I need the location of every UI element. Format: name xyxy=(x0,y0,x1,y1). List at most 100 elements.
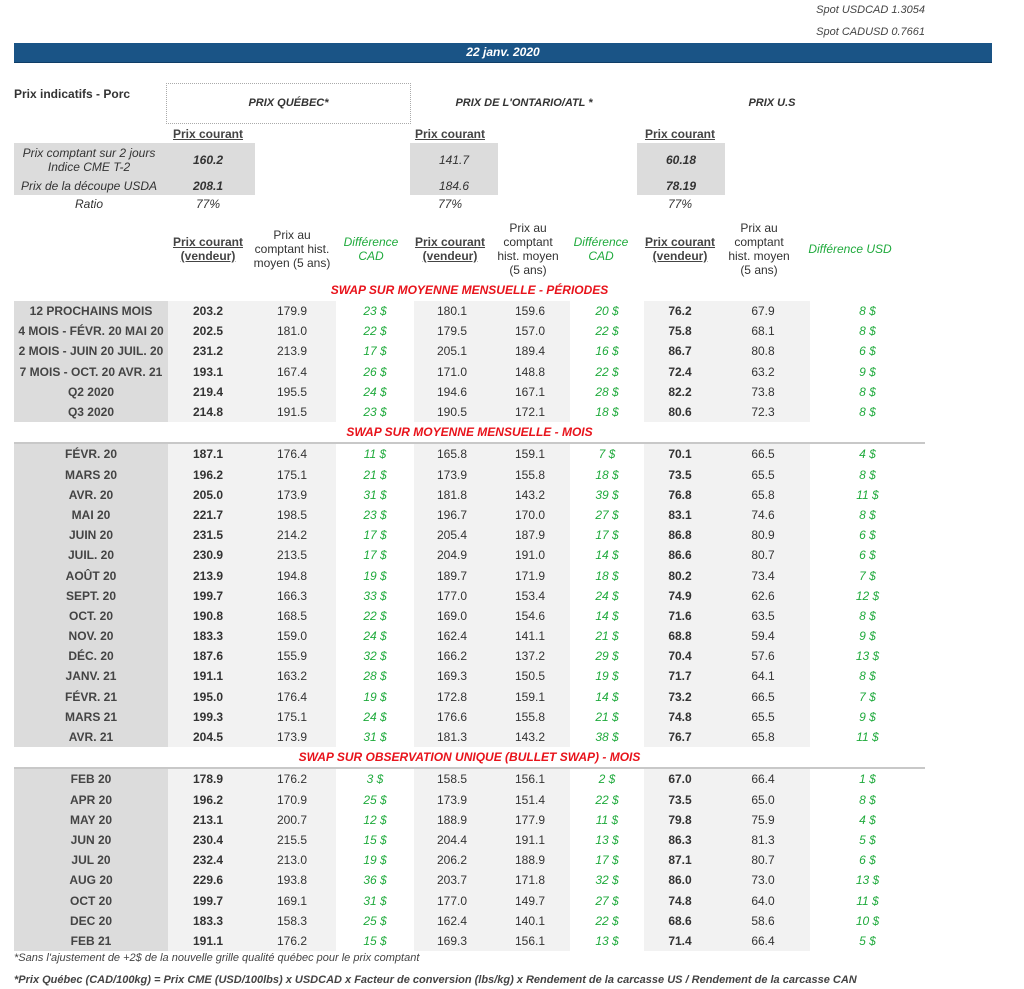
ontario-current: 162.4 xyxy=(414,910,490,931)
us-current: 80.6 xyxy=(644,401,716,423)
quebec-diff: 31 $ xyxy=(363,487,387,502)
quebec-hist: 181.0 xyxy=(248,321,336,342)
ontario-hist: 171.9 xyxy=(490,565,570,586)
table-row: 2 MOIS - JUIN 20 JUIL. 20 231.2 213.9 17 $ 2… xyxy=(14,341,925,362)
quebec-current-label: Prix courant xyxy=(172,127,244,141)
spot-cadusd: Spot CADUSD 0.7661 xyxy=(816,26,925,38)
quebec-current: 221.7 xyxy=(168,504,248,526)
ontario-current: 172.8 xyxy=(414,686,490,707)
table-row: JUIN 20 231.5 214.2 17 $ 205.4 187.9 17 $ 86.8 8… xyxy=(14,525,925,546)
ontario-hist: 167.1 xyxy=(490,381,570,402)
quebec-diff: 21 $ xyxy=(363,467,387,482)
ontario-current: 166.2 xyxy=(414,646,490,667)
table-row: JUIL. 20 230.9 213.5 17 $ 204.9 191.0 14 $ 86.6… xyxy=(14,545,925,566)
ontario-current: 169.0 xyxy=(414,605,490,626)
ontario-hist: 151.4 xyxy=(490,789,570,810)
prices-table: 12 PROCHAINS MOIS 203.2 179.9 23 $180.1 159.… xyxy=(14,301,925,951)
us-usda: 78.19 xyxy=(665,179,697,193)
quebec-hist: 176.2 xyxy=(248,930,336,951)
quebec-current: 214.8 xyxy=(168,401,248,423)
ontario-current: 205.4 xyxy=(414,525,490,546)
quebec-current: 219.4 xyxy=(168,381,248,402)
us-hist: 62.6 xyxy=(716,585,810,606)
ontario-current: 162.4 xyxy=(414,626,490,647)
ontario-hist: 150.5 xyxy=(490,666,570,687)
ontario-diff: 2 $ xyxy=(598,772,616,787)
quebec-current: 213.9 xyxy=(168,565,248,586)
table-row: DEC 20 183.3 158.3 25 $ 162.4 140.1 22 $ 68.6 58… xyxy=(14,910,925,931)
row-label: AVR. 21 xyxy=(14,726,168,748)
group-quebec: PRIX QUÉBEC* xyxy=(248,97,329,109)
quebec-current: 230.4 xyxy=(168,829,248,851)
us-current: 71.6 xyxy=(644,605,716,626)
us-diff: 6 $ xyxy=(859,528,876,543)
us-hist: 72.3 xyxy=(716,401,810,423)
us-diff: 7 $ xyxy=(859,568,876,583)
quebec-diff: 31 $ xyxy=(363,730,387,745)
us-hist: 65.8 xyxy=(716,484,810,505)
ontario-current: 181.3 xyxy=(414,726,490,748)
us-hist: 73.4 xyxy=(716,565,810,586)
ontario-current: 204.9 xyxy=(414,545,490,566)
quebec-current: 229.6 xyxy=(168,870,248,891)
quebec-current: 204.5 xyxy=(168,726,248,748)
us-current: 68.8 xyxy=(644,626,716,647)
quebec-hist: 167.4 xyxy=(248,361,336,382)
quebec-diff: 22 $ xyxy=(363,324,387,339)
us-current: 74.8 xyxy=(644,706,716,727)
col-ontario-hist: Prix au comptant hist. moyen (5 ans) xyxy=(497,221,559,277)
ontario-hist: 155.8 xyxy=(490,706,570,727)
ontario-current: 176.6 xyxy=(414,706,490,727)
us-hist: 81.3 xyxy=(716,829,810,851)
table-row: 12 PROCHAINS MOIS 203.2 179.9 23 $ 180.1 159.… xyxy=(14,301,925,322)
col-ontario-current: Prix courant (vendeur) xyxy=(414,235,486,263)
row-label: FEB 20 xyxy=(14,768,168,790)
us-diff: 8 $ xyxy=(859,324,876,339)
ontario-diff: 19 $ xyxy=(595,669,619,684)
quebec-diff: 17 $ xyxy=(363,344,387,359)
table-row: FEB 20 178.9 176.2 3 $ 158.5 156.1 2 $ 67.0 66.4… xyxy=(14,768,925,790)
us-hist: 68.1 xyxy=(716,321,810,342)
quebec-hist: 213.5 xyxy=(248,545,336,566)
us-diff: 8 $ xyxy=(859,467,876,482)
ontario-current: 204.4 xyxy=(414,829,490,851)
us-hist: 80.8 xyxy=(716,341,810,362)
ontario-diff: 29 $ xyxy=(595,649,619,664)
us-diff: 9 $ xyxy=(859,709,876,724)
us-current: 68.6 xyxy=(644,910,716,931)
ontario-hist: 143.2 xyxy=(490,484,570,505)
row-label: JANV. 21 xyxy=(14,666,168,687)
us-hist: 65.5 xyxy=(716,706,810,727)
quebec-diff: 19 $ xyxy=(363,853,387,868)
quebec-current: 213.1 xyxy=(168,809,248,830)
quebec-current: 190.8 xyxy=(168,605,248,626)
us-current: 76.2 xyxy=(644,301,716,322)
us-hist: 67.9 xyxy=(716,301,810,322)
quebec-current: 178.9 xyxy=(168,768,248,790)
quebec-diff: 23 $ xyxy=(363,405,387,420)
row-label: FÉVR. 20 xyxy=(14,443,168,465)
quebec-current: 193.1 xyxy=(168,361,248,382)
quebec-current: 231.5 xyxy=(168,525,248,546)
quebec-diff: 12 $ xyxy=(363,812,387,827)
table-row: OCT 20 199.7 169.1 31 $ 177.0 149.7 27 $ 74.8 64… xyxy=(14,890,925,911)
quebec-hist: 168.5 xyxy=(248,605,336,626)
table-row: Q3 2020 214.8 191.5 23 $ 190.5 172.1 18 $ 80.6 7… xyxy=(14,401,925,423)
row-label: OCT. 20 xyxy=(14,605,168,626)
us-diff: 13 $ xyxy=(855,649,880,664)
us-current-label: Prix courant xyxy=(644,127,716,141)
us-current: 86.0 xyxy=(644,870,716,891)
us-diff: 8 $ xyxy=(859,792,876,807)
quebec-hist: 173.9 xyxy=(248,484,336,505)
quebec-current: 191.1 xyxy=(168,666,248,687)
col-quebec-hist: Prix au comptant hist. moyen (5 ans) xyxy=(253,228,331,270)
col-us-hist: Prix au comptant hist. moyen (5 ans) xyxy=(728,221,790,277)
ontario-diff: 38 $ xyxy=(595,730,619,745)
us-diff: 5 $ xyxy=(859,832,876,847)
ontario-diff: 17 $ xyxy=(595,528,619,543)
ontario-current: 181.8 xyxy=(414,484,490,505)
quebec-current: 196.2 xyxy=(168,789,248,810)
ontario-hist: 159.1 xyxy=(490,686,570,707)
us-diff: 8 $ xyxy=(859,507,876,522)
quebec-hist: 200.7 xyxy=(248,809,336,830)
